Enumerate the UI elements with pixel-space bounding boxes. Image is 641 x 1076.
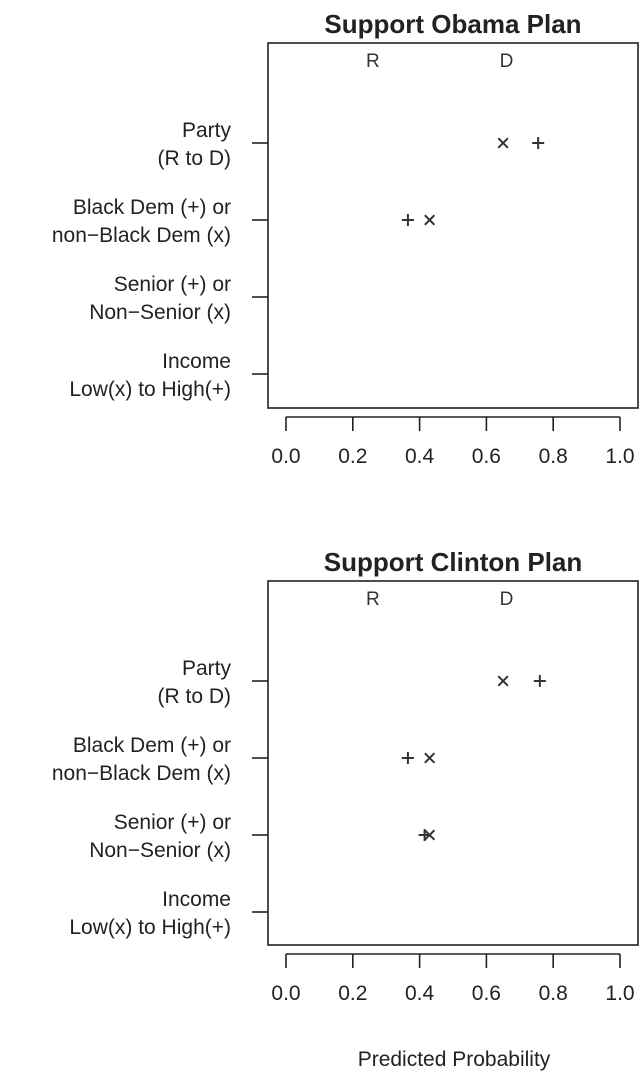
panel-1-y-label: Black Dem (+) or non−Black Dem (x) <box>52 196 231 247</box>
panel-2-y-label-line: Party <box>182 657 232 680</box>
panel-1-point-x <box>497 137 509 149</box>
panel-1-y-label: Senior (+) or Non−Senior (x) <box>89 273 231 324</box>
panel-1-y-label-line: Non−Senior (x) <box>89 301 231 324</box>
panel-1-y-label-line: Party <box>182 119 232 142</box>
panel-2-plot-frame <box>267 580 639 946</box>
panel-1-point-plus <box>532 137 545 149</box>
panel-2-x-tick-label: 0.8 <box>539 982 568 1005</box>
panel-2-x-tick-label: 0.0 <box>271 982 300 1005</box>
panel-1-x-tick-label: 1.0 <box>605 445 634 468</box>
panel-2-title: Support Clinton Plan <box>324 547 583 577</box>
panel-1-x-tick-label: 0.6 <box>472 445 501 468</box>
panel-2-point-x <box>424 752 436 764</box>
panel-2-point-plus <box>401 752 414 764</box>
panel-1-party-marker-D: D <box>500 51 514 72</box>
panel-2-point-plus <box>418 829 431 841</box>
x-axis-label: Predicted Probability <box>358 1048 551 1071</box>
panel-1-point-plus <box>401 214 414 226</box>
panel-2-y-label-line: non−Black Dem (x) <box>52 762 231 785</box>
panel-1-y-label-line: Senior (+) or <box>114 273 231 296</box>
panel-2-y-label-line: (R to D) <box>158 685 232 708</box>
panel-2-y-label-line: Non−Senior (x) <box>89 839 231 862</box>
panel-2-y-label: Senior (+) or Non−Senior (x) <box>89 811 231 862</box>
panel-2-x-tick-label: 0.2 <box>338 982 367 1005</box>
panel-1-point-x <box>424 214 436 226</box>
panel-2-x-tick-label: 0.4 <box>405 982 435 1005</box>
panel-1-x-tick-label: 0.0 <box>271 445 300 468</box>
panel-2-point-x <box>497 675 509 687</box>
panel-2-y-label: Income Low(x) to High(+) <box>69 888 231 939</box>
panel-2-x-tick-label: 1.0 <box>605 982 634 1005</box>
panel-2-y-label-line: Black Dem (+) or <box>73 734 231 757</box>
panel-1-y-label-line: Black Dem (+) or <box>73 196 231 219</box>
panel-1-x-tick-label: 0.4 <box>405 445 435 468</box>
panel-2-y-label: Party (R to D) <box>158 657 232 708</box>
panel-1-y-label: Income Low(x) to High(+) <box>69 350 231 401</box>
panel-1-x-tick-label: 0.2 <box>338 445 367 468</box>
panel-2-point-plus <box>533 675 546 687</box>
panel-1-y-label-line: (R to D) <box>158 147 232 170</box>
panel-2-party-marker-D: D <box>500 589 514 610</box>
panel-1-title: Support Obama Plan <box>324 9 581 39</box>
panel-2-x-tick-label: 0.6 <box>472 982 501 1005</box>
panel-2-y-label: Black Dem (+) or non−Black Dem (x) <box>52 734 231 785</box>
panel-1-y-label-line: Low(x) to High(+) <box>69 378 231 401</box>
panel-2-y-label-line: Low(x) to High(+) <box>69 916 231 939</box>
panel-2-y-label-line: Income <box>162 888 231 911</box>
panel-1-y-label: Party (R to D) <box>158 119 232 170</box>
panel-2-party-marker-R: R <box>366 589 380 610</box>
panel-1-y-label-line: non−Black Dem (x) <box>52 224 231 247</box>
panel-1-y-label-line: Income <box>162 350 231 373</box>
panel-2-y-label-line: Senior (+) or <box>114 811 231 834</box>
panel-1-x-tick-label: 0.8 <box>539 445 568 468</box>
panel-1-plot-frame <box>267 42 639 409</box>
panel-1-party-marker-R: R <box>366 51 380 72</box>
